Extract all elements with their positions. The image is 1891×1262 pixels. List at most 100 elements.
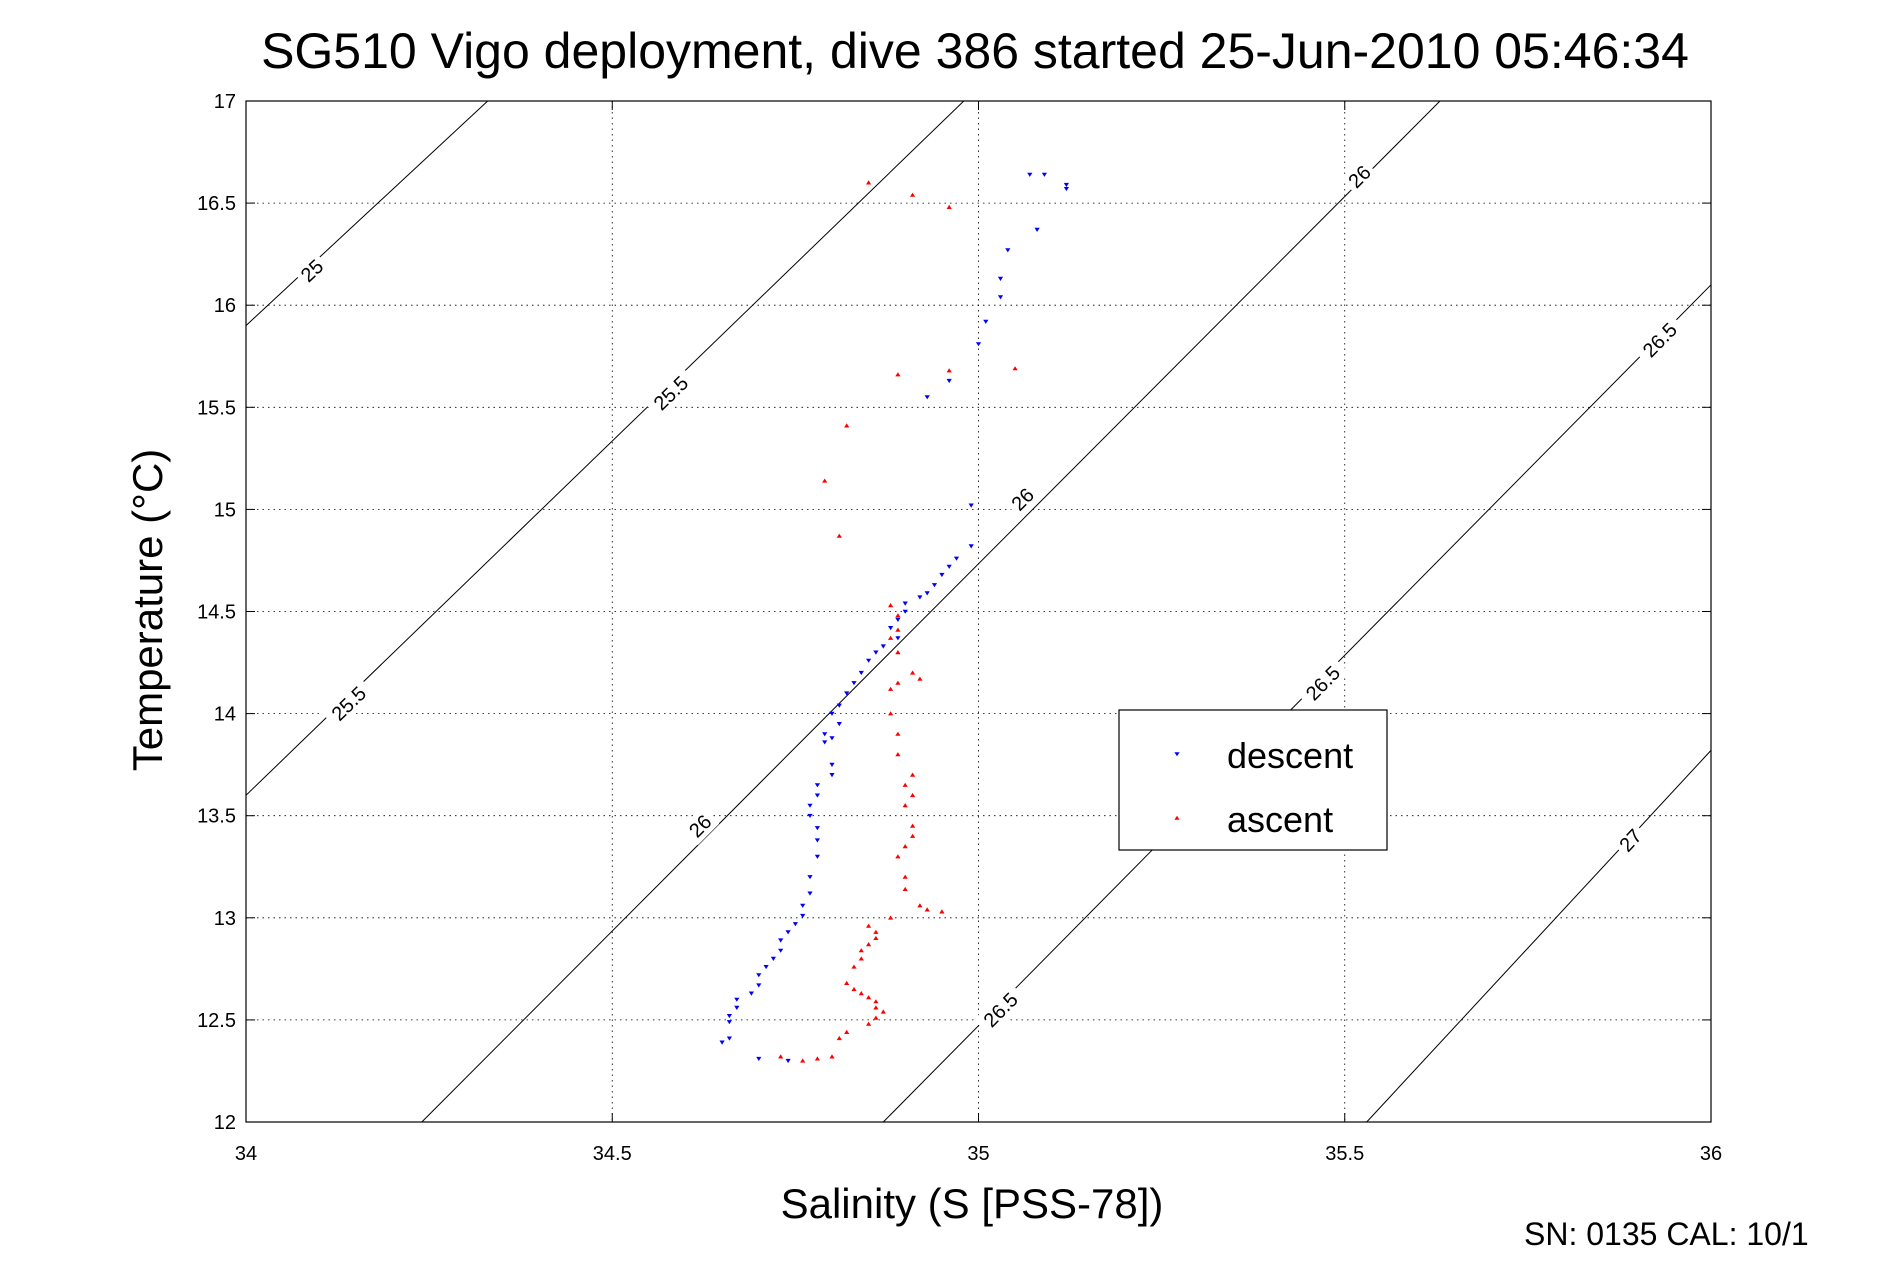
descent-point (902, 601, 908, 606)
y-tick-label: 14.5 (197, 602, 236, 624)
ascent-point (866, 180, 872, 185)
descent-point (983, 319, 989, 324)
ascent-point (822, 478, 828, 483)
data-markers (719, 172, 1069, 1064)
ascent-point (895, 627, 901, 632)
descent-point (968, 544, 974, 549)
descent-point (829, 773, 835, 778)
x-tick-label: 34 (235, 1143, 257, 1165)
descent-point (888, 626, 894, 631)
ascent-point (888, 686, 894, 691)
x-tick-label: 36 (1700, 1143, 1722, 1165)
legend-marker-descent (1174, 752, 1180, 757)
y-tick-label: 12.5 (197, 1010, 236, 1032)
y-tick-label: 16 (214, 295, 236, 317)
y-tick-label: 12 (214, 1112, 236, 1134)
descent-point (726, 1036, 732, 1041)
descent-point (895, 617, 901, 622)
legend-marker-ascent (1174, 815, 1180, 820)
chart-title: SG510 Vigo deployment, dive 386 started … (261, 23, 1689, 79)
ascent-point (910, 670, 916, 675)
ascent-point (902, 886, 908, 891)
contour-label-bg (973, 982, 1028, 1037)
descent-point (785, 930, 791, 935)
x-axis-label: Salinity (S [PSS-78]) (781, 1180, 1164, 1227)
descent-point (800, 913, 806, 919)
descent-point (734, 1005, 740, 1010)
ascent-point (873, 929, 879, 934)
descent-point (1005, 248, 1011, 253)
descent-point (785, 1058, 791, 1064)
descent-point (931, 583, 938, 588)
descent-point (814, 854, 820, 859)
y-tick-label: 15 (214, 499, 236, 521)
ascent-point (917, 903, 923, 908)
descent-point (829, 736, 835, 741)
ascent-point (814, 1056, 820, 1061)
ascent-point (866, 923, 872, 928)
legend-marker-ascent-shape (1174, 815, 1180, 820)
descent-point (829, 711, 835, 716)
legend-label-ascent: ascent (1227, 799, 1333, 840)
x-tick-label: 35 (967, 1143, 989, 1165)
descent-point (756, 983, 762, 988)
ascent-point (844, 1029, 850, 1034)
descent-point (953, 556, 960, 561)
descent-point (756, 973, 762, 978)
descent-point (778, 938, 784, 943)
ascent-point (910, 192, 916, 197)
ascent-point (844, 423, 850, 428)
ascent-point (873, 1005, 879, 1010)
ascent-point (902, 874, 908, 879)
ascent-point (902, 844, 908, 849)
ascent-point (895, 680, 901, 685)
contour-label-group: 26 (1003, 480, 1042, 519)
ascent-point (895, 854, 901, 859)
contour-label-bg (292, 251, 332, 290)
ascent-point (924, 907, 930, 912)
axis-ticks: 34 34.5 35 35.5 36 12 12.5 13 13.5 14 14.5 15 15.5 16… (197, 91, 1722, 1165)
legend-box (1118, 709, 1388, 851)
y-tick-label: 17 (214, 91, 236, 113)
ascent-point (895, 613, 901, 618)
y-tick-label: 16.5 (197, 193, 236, 215)
descent-point (778, 948, 784, 953)
ascent-point (939, 909, 945, 914)
descent-point (814, 783, 820, 788)
descent-point (946, 378, 952, 384)
ascent-point (888, 635, 894, 640)
descent-point (756, 1056, 762, 1061)
ascent-point (858, 948, 864, 953)
descent-point (748, 991, 754, 996)
y-tick-label: 15.5 (197, 397, 236, 419)
descent-point (917, 595, 923, 600)
legend-marker-descent-shape (1174, 752, 1180, 757)
ascent-point (858, 991, 864, 996)
descent-point (946, 564, 952, 569)
descent-point (873, 650, 879, 655)
descent-point (1063, 187, 1069, 192)
contour-label-bg (1632, 312, 1687, 367)
descent-point (939, 572, 945, 578)
descent-point (836, 722, 842, 727)
descent-point (880, 644, 886, 649)
y-axis-label: Temperature (°C) (124, 449, 171, 772)
descent-point (844, 691, 850, 696)
ascent-point (895, 650, 901, 655)
ascent-point (910, 772, 916, 777)
calibration-footer: SN: 0135 CAL: 10/1 (1524, 1216, 1809, 1252)
ascent-point (910, 823, 916, 828)
ascent-point (888, 915, 894, 920)
ascent-point (880, 1009, 886, 1014)
ascent-point (829, 1054, 835, 1059)
x-tick-label: 35.5 (1325, 1143, 1364, 1165)
ascent-point (866, 942, 872, 947)
ascent-point (844, 980, 850, 985)
ascent-point (946, 368, 952, 373)
descent-point (822, 732, 828, 737)
descent-point (726, 1014, 732, 1019)
ascent-point (873, 1015, 879, 1020)
contour-label-bg (643, 366, 698, 420)
contour-label-bg (1340, 157, 1379, 196)
